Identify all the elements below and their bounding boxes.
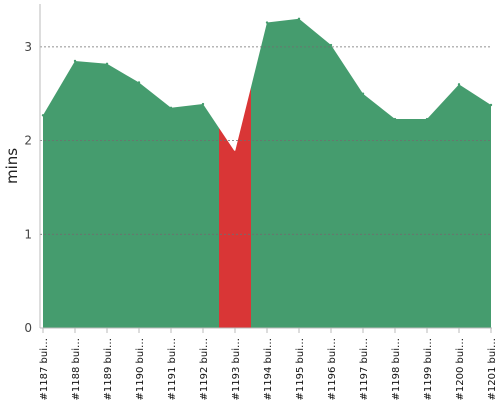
- y-axis-title: mins: [3, 148, 21, 184]
- x-tick-label: #1196 bui…: [327, 338, 338, 400]
- y-tick-label: 2: [24, 134, 32, 148]
- x-tick-label: #1194 bui…: [263, 338, 274, 400]
- x-tick-label: #1195 bui…: [295, 338, 306, 400]
- area-layer: [41, 17, 493, 328]
- x-tick-label: #1197 bui…: [359, 338, 370, 400]
- data-point[interactable]: [201, 102, 205, 106]
- failed-build-area: [219, 87, 251, 328]
- data-point[interactable]: [489, 103, 493, 107]
- x-tick-label: #1188 bui…: [71, 338, 82, 400]
- y-tick-label: 0: [24, 321, 32, 335]
- build-duration-area: [43, 60, 219, 328]
- y-tick-label: 3: [24, 40, 32, 54]
- grid-layer: [40, 46, 492, 235]
- x-tick-label: #1190 bui…: [135, 338, 146, 400]
- data-point[interactable]: [73, 59, 77, 63]
- x-tick-label: #1201 bui…: [487, 338, 498, 400]
- x-tick-label: #1189 bui…: [103, 338, 114, 400]
- build-duration-area: [251, 18, 491, 328]
- y-tick-label: 1: [24, 227, 32, 241]
- x-tick-label: #1191 bui…: [167, 338, 178, 400]
- x-tick-label: #1192 bui…: [199, 338, 210, 400]
- x-tick-label: #1199 bui…: [423, 338, 434, 400]
- data-point[interactable]: [105, 62, 109, 65]
- data-point[interactable]: [361, 92, 365, 95]
- axes-layer: [39, 4, 492, 329]
- data-point[interactable]: [425, 117, 429, 121]
- x-tick-label: #1198 bui…: [391, 338, 402, 400]
- x-tick-label: #1187 bui…: [39, 338, 50, 400]
- y-tick-layer: 0 1 2 3: [24, 40, 32, 335]
- x-tick-label: #1193 bui…: [231, 338, 242, 400]
- data-point[interactable]: [137, 81, 141, 84]
- data-point[interactable]: [457, 83, 461, 86]
- data-point[interactable]: [169, 106, 173, 110]
- data-point[interactable]: [233, 150, 237, 154]
- data-point[interactable]: [41, 114, 45, 117]
- data-point[interactable]: [265, 21, 269, 24]
- data-point[interactable]: [297, 17, 301, 20]
- x-tick-layer: #1187 bui… #1188 bui… #1189 bui… #1190 bui……: [39, 328, 498, 400]
- data-point[interactable]: [329, 43, 333, 47]
- x-tick-label: #1200 bui…: [455, 338, 466, 400]
- data-point[interactable]: [393, 117, 397, 121]
